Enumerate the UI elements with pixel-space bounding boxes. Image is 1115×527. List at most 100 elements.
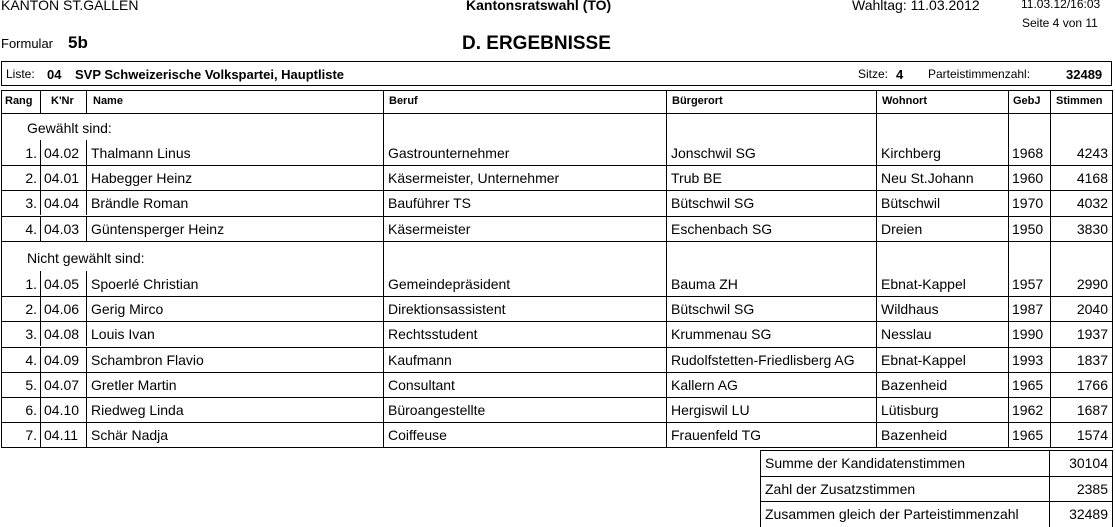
row-divider bbox=[40, 422, 41, 447]
cell-knr: 04.09 bbox=[44, 351, 80, 368]
cell-name: Schambron Flavio bbox=[91, 351, 204, 368]
row-divider bbox=[40, 190, 41, 215]
list-label: Liste: bbox=[6, 67, 35, 81]
row-divider bbox=[40, 140, 41, 165]
cell-beruf: Direktionsassistent bbox=[388, 301, 506, 318]
row-divider bbox=[40, 271, 41, 296]
seats-value: 4 bbox=[896, 67, 904, 82]
cell-knr: 04.04 bbox=[44, 195, 80, 212]
cell-buergerort: Bütschwil SG bbox=[671, 301, 755, 318]
cell-wohnort: Ebnat-Kappel bbox=[881, 351, 966, 368]
row-divider bbox=[86, 296, 87, 321]
section-title: D. ERGEBNISSE bbox=[462, 33, 611, 54]
cell-rank: 1. bbox=[25, 145, 37, 161]
cell-name: Gretler Martin bbox=[91, 376, 177, 393]
row-border bbox=[1, 347, 1113, 348]
cell-knr: 04.10 bbox=[44, 402, 80, 418]
cell-buergerort: Bütschwil SG bbox=[671, 195, 755, 212]
cell-wohnort: Dreien bbox=[881, 220, 923, 237]
cell-buergerort: Trub BE bbox=[671, 170, 722, 187]
col-divider bbox=[86, 90, 87, 113]
cell-knr: 04.07 bbox=[44, 376, 80, 393]
cell-name: Thalmann Linus bbox=[91, 145, 191, 161]
row-divider bbox=[86, 190, 87, 215]
cell-wohnort: Ebnat-Kappel bbox=[881, 276, 966, 292]
row-border bbox=[1, 321, 1113, 322]
list-info-box bbox=[1, 61, 1112, 86]
not-elected-section-label: Nicht gewählt sind: bbox=[27, 250, 145, 266]
row-border bbox=[1, 216, 1113, 217]
col-divider bbox=[40, 90, 41, 113]
col-divider bbox=[383, 90, 384, 447]
canton-name: KANTON ST.GALLEN bbox=[1, 0, 139, 13]
cell-beruf: Käsermeister bbox=[388, 220, 471, 237]
cell-knr: 04.02 bbox=[44, 145, 80, 161]
row-divider bbox=[86, 271, 87, 296]
row-divider bbox=[40, 372, 41, 397]
cell-stimmen: 4243 bbox=[1076, 145, 1108, 161]
list-number: 04 bbox=[47, 67, 62, 82]
summary-value-candidate-votes: 30104 bbox=[1069, 455, 1108, 471]
row-divider bbox=[40, 347, 41, 372]
cell-beruf: Bauführer TS bbox=[388, 195, 472, 212]
summary-row-border bbox=[760, 476, 1113, 477]
header-bottom-border bbox=[1, 113, 1113, 114]
cell-rank: 3. bbox=[25, 195, 37, 212]
formular-number: 5b bbox=[68, 33, 88, 52]
col-divider bbox=[1, 90, 2, 447]
cell-knr: 04.08 bbox=[44, 326, 80, 343]
col-header-buergerort: Bürgerort bbox=[672, 95, 723, 107]
summary-label-additional-votes: Zahl der Zusatzstimmen bbox=[765, 481, 916, 497]
page-number: Seite 4 von 11 bbox=[1022, 16, 1098, 30]
col-header-gebj: GebJ bbox=[1013, 95, 1041, 107]
cell-rank: 4. bbox=[25, 220, 37, 237]
row-divider bbox=[40, 397, 41, 422]
seats-label: Sitze: bbox=[858, 67, 889, 81]
row-border bbox=[1, 190, 1113, 191]
row-border bbox=[1, 165, 1113, 166]
cell-rank: 1. bbox=[25, 276, 37, 292]
cell-buergerort: Jonschwil SG bbox=[671, 145, 756, 161]
list-name: SVP Schweizerische Volkspartei, Hauptlis… bbox=[75, 67, 345, 82]
cell-gebj: 1990 bbox=[1012, 326, 1044, 343]
cell-beruf: Kaufmann bbox=[388, 351, 452, 368]
cell-stimmen: 2040 bbox=[1076, 301, 1108, 318]
row-border bbox=[1, 447, 1113, 448]
cell-rank: 2. bbox=[25, 170, 37, 187]
row-border bbox=[1, 422, 1113, 423]
cell-stimmen: 1937 bbox=[1076, 326, 1108, 343]
row-divider bbox=[86, 140, 87, 165]
cell-rank: 6. bbox=[25, 402, 37, 418]
summary-box bbox=[760, 450, 1113, 527]
row-divider bbox=[40, 216, 41, 241]
row-divider bbox=[40, 296, 41, 321]
cell-buergerort: Frauenfeld TG bbox=[671, 427, 762, 444]
cell-knr: 04.06 bbox=[44, 301, 80, 318]
cell-buergerort: Krummenau SG bbox=[671, 326, 772, 343]
cell-stimmen: 3830 bbox=[1076, 220, 1108, 237]
cell-gebj: 1960 bbox=[1012, 170, 1044, 187]
cell-wohnort: Bazenheid bbox=[881, 376, 948, 393]
cell-name: Schär Nadja bbox=[91, 427, 169, 444]
cell-name: Brändle Roman bbox=[91, 195, 189, 212]
cell-stimmen: 1687 bbox=[1076, 402, 1108, 418]
cell-buergerort: Bauma ZH bbox=[671, 276, 738, 292]
row-divider bbox=[86, 321, 87, 346]
row-divider bbox=[86, 422, 87, 447]
cell-gebj: 1993 bbox=[1012, 351, 1044, 368]
cell-beruf: Consultant bbox=[388, 376, 455, 393]
cell-knr: 04.11 bbox=[44, 427, 78, 444]
row-border bbox=[1, 241, 1113, 242]
row-divider bbox=[86, 372, 87, 397]
cell-wohnort: Wildhaus bbox=[881, 301, 939, 318]
cell-name: Louis Ivan bbox=[91, 326, 155, 343]
cell-name: Riedweg Linda bbox=[91, 402, 184, 418]
cell-wohnort: Bazenheid bbox=[881, 427, 948, 444]
row-border bbox=[1, 372, 1113, 373]
row-divider bbox=[40, 321, 41, 346]
col-header-stimmen: Stimmen bbox=[1056, 95, 1103, 107]
cell-gebj: 1970 bbox=[1012, 195, 1044, 212]
cell-stimmen: 1837 bbox=[1076, 351, 1108, 368]
cell-wohnort: Lütisburg bbox=[881, 402, 939, 418]
cell-wohnort: Neu St.Johann bbox=[881, 170, 974, 187]
